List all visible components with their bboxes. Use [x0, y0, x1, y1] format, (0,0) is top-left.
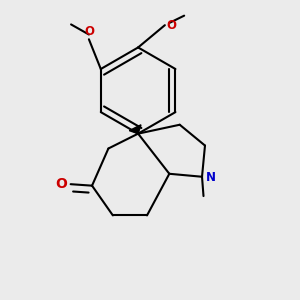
- Text: O: O: [55, 177, 67, 191]
- Text: O: O: [166, 19, 176, 32]
- Polygon shape: [129, 125, 141, 134]
- Text: N: N: [206, 171, 216, 184]
- Text: O: O: [84, 25, 94, 38]
